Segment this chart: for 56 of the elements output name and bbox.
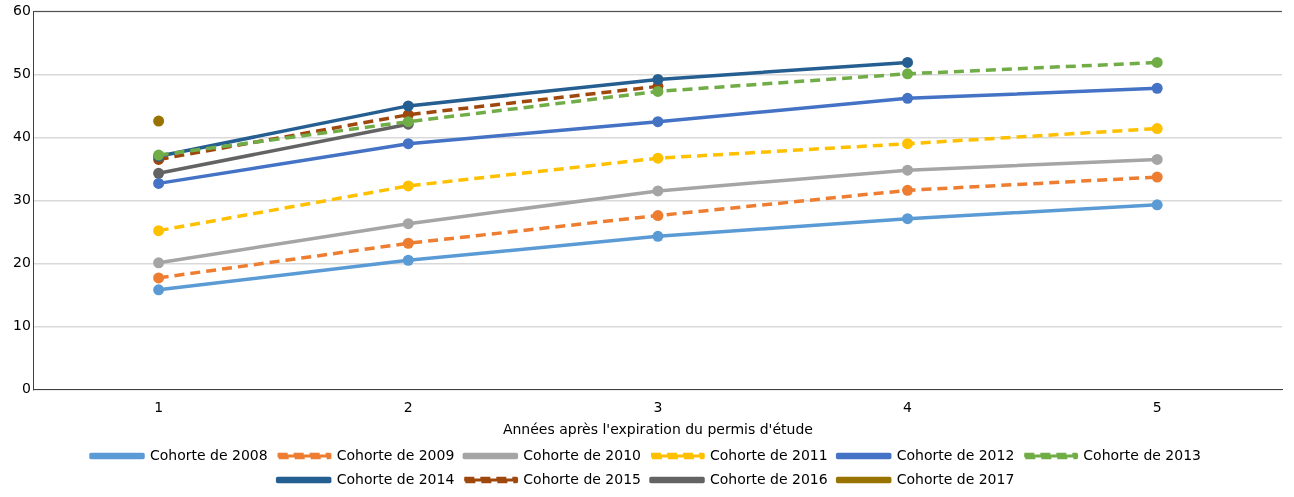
point [902, 184, 914, 196]
point [402, 218, 414, 230]
point [1151, 123, 1163, 135]
point [652, 152, 664, 164]
point [902, 68, 914, 80]
legend-label: Cohorte de 2014 [336, 470, 455, 487]
legend-label: Cohorte de 2013 [1083, 446, 1202, 463]
point [1151, 199, 1163, 211]
legend-label: Cohorte de 2009 [336, 446, 455, 463]
point [153, 167, 165, 179]
x-axis-title: Années après l'expiration du permis d'étude [502, 421, 813, 438]
point [902, 164, 914, 176]
point [652, 210, 664, 222]
point [153, 272, 165, 284]
legend-label: Cohorte de 2008 [150, 446, 268, 463]
point [153, 225, 165, 237]
y-tick-label: 20 [12, 254, 31, 271]
point [652, 185, 664, 197]
point [652, 116, 664, 128]
point [153, 284, 165, 296]
x-tick-label: 2 [403, 399, 413, 416]
point [902, 56, 914, 68]
point [652, 85, 664, 97]
point [1151, 171, 1163, 183]
point [402, 138, 414, 150]
point [652, 230, 664, 242]
y-tick-label: 30 [12, 191, 31, 208]
x-tick-label: 3 [653, 399, 663, 416]
legend-label: Cohorte de 2011 [710, 446, 828, 463]
point [902, 213, 914, 225]
y-tick-label: 10 [12, 317, 31, 334]
x-tick-label: 4 [903, 399, 913, 416]
point [1151, 153, 1163, 165]
point [153, 257, 165, 269]
legend-label: Cohorte de 2010 [523, 446, 641, 463]
point [153, 177, 165, 189]
point [402, 237, 414, 249]
x-tick-label: 1 [154, 399, 164, 416]
point [652, 73, 664, 85]
point [402, 180, 414, 192]
point [402, 254, 414, 266]
y-tick-label: 60 [12, 2, 31, 19]
point [902, 92, 914, 104]
point [902, 138, 914, 150]
point [153, 115, 165, 127]
x-tick-label: 5 [1152, 399, 1162, 416]
point [1151, 82, 1163, 94]
point [402, 100, 414, 112]
legend-label: Cohorte de 2016 [710, 470, 828, 487]
legend-label: Cohorte de 2015 [523, 470, 641, 487]
point [1151, 56, 1163, 68]
y-tick-label: 0 [21, 380, 31, 397]
legend-label: Cohorte de 2012 [896, 446, 1015, 463]
y-tick-label: 40 [12, 128, 31, 145]
y-tick-label: 50 [12, 65, 31, 82]
legend-label: Cohorte de 2017 [896, 470, 1015, 487]
